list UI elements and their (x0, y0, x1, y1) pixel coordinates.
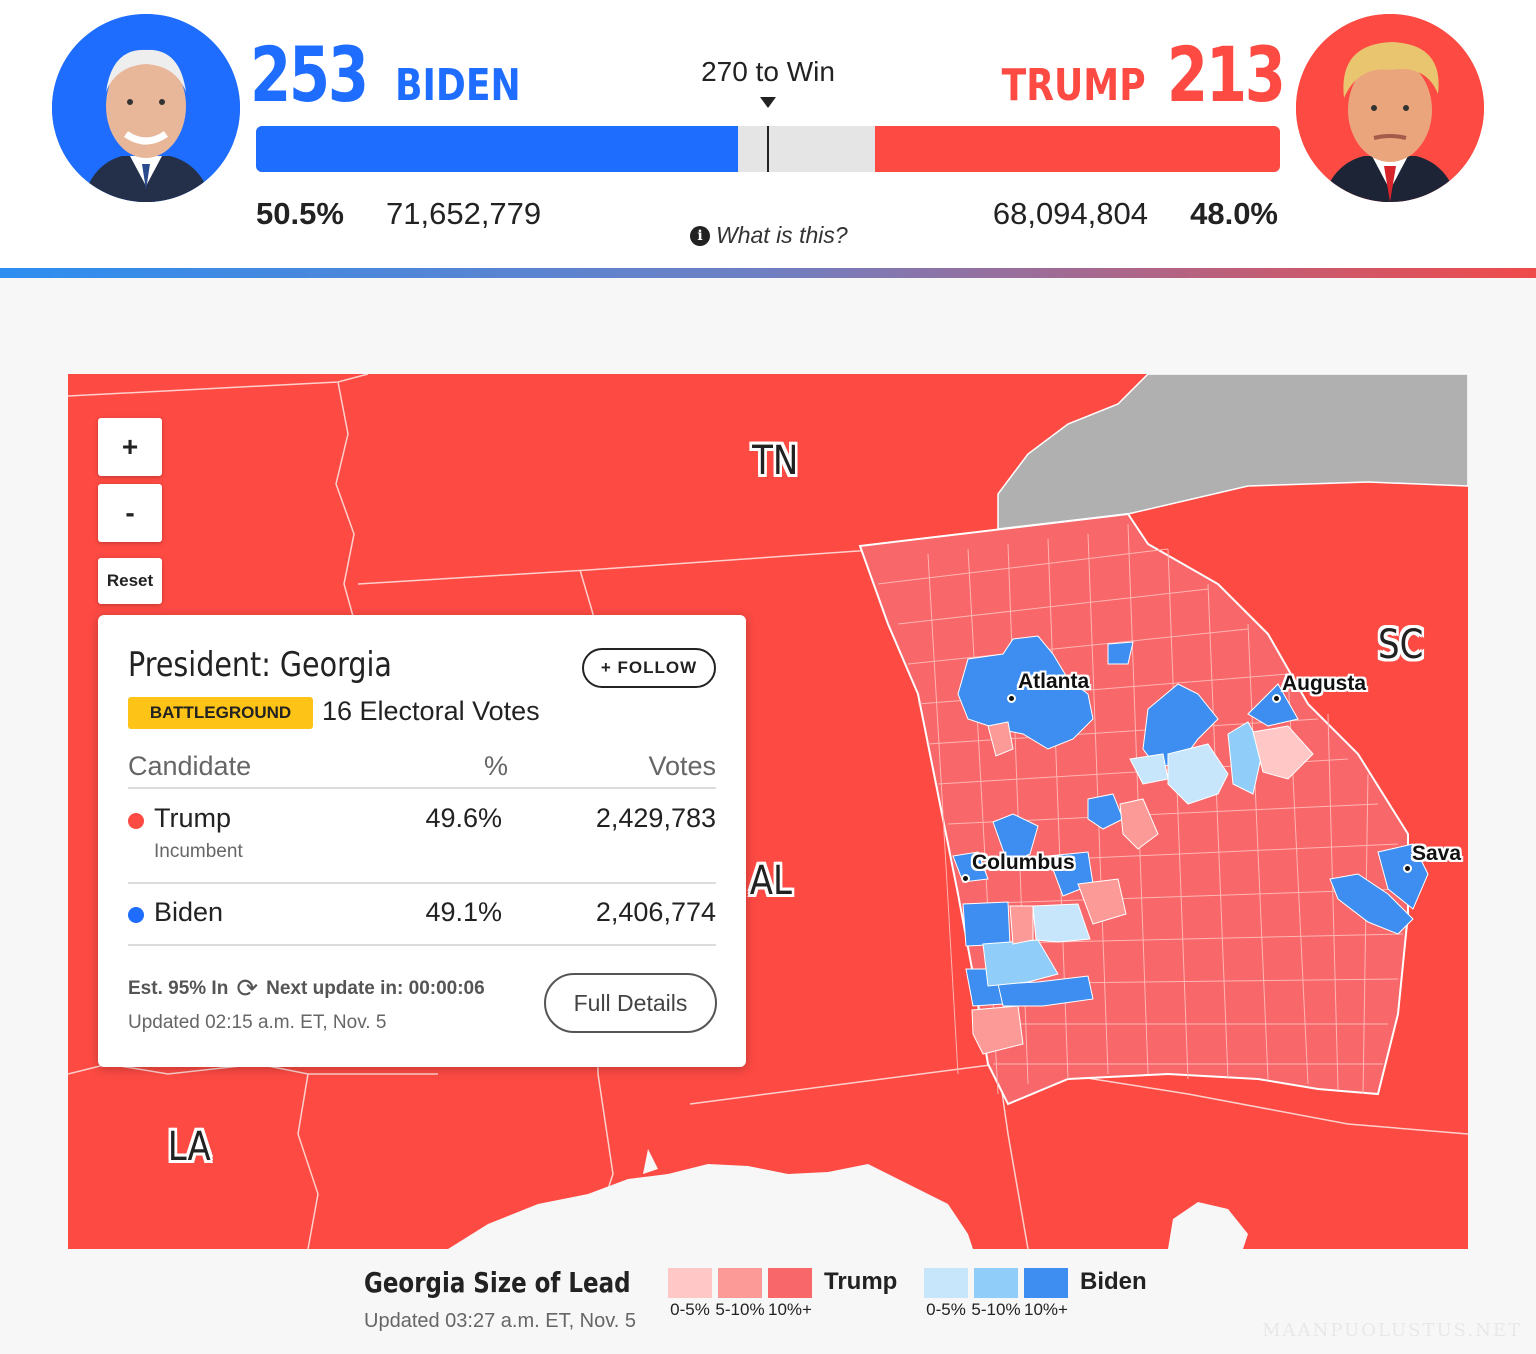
table-divider (128, 944, 716, 946)
biden-bar-segment (256, 126, 738, 172)
table-divider (128, 787, 716, 789)
estimated-in-label: Est. 95% In (128, 977, 229, 999)
candidate-pct: 49.1% (425, 897, 502, 927)
legend-bin-label: 5-10% (971, 1300, 1021, 1319)
what-is-this-label: What is this? (716, 222, 848, 248)
legend-bin-label: 0-5% (670, 1300, 710, 1319)
biden-popular-votes: 71,652,779 (386, 196, 542, 231)
zoom-in-button[interactable]: + (98, 418, 162, 476)
next-update-label: Next update in: 00:00:06 (266, 977, 485, 999)
column-header-candidate: Candidate (128, 751, 252, 781)
biden-avatar (52, 14, 240, 202)
zoom-out-button[interactable]: - (98, 484, 162, 542)
column-header-votes: Votes (648, 751, 716, 781)
full-details-button[interactable]: Full Details (544, 973, 717, 1033)
biden-color-dot (128, 907, 144, 923)
trump-color-dot (128, 813, 144, 829)
legend-title: Georgia Size of Lead (364, 1266, 631, 1299)
state-label-tn: TN (752, 438, 799, 484)
augusta-marker (1272, 694, 1281, 703)
candidate-votes: 2,406,774 (595, 897, 716, 927)
biden-popular-pct: 50.5% (256, 196, 344, 231)
legend-swatch-trump-0-5 (668, 1268, 712, 1298)
columbus-marker (961, 874, 970, 883)
legend-bin-label: 0-5% (926, 1300, 966, 1319)
city-label-columbus: Columbus (972, 851, 1075, 874)
trump-name: TRUMP (1001, 60, 1146, 111)
table-divider (128, 882, 716, 884)
win-threshold-label: 270 to Win (701, 56, 835, 87)
follow-button[interactable]: + FOLLOW (582, 648, 716, 688)
battleground-badge: BATTLEGROUND (128, 697, 313, 729)
city-label-savannah: Sava (1412, 842, 1462, 865)
legend-updated-time: Updated 03:27 a.m. ET, Nov. 5 (364, 1310, 637, 1332)
legend-trump-label: Trump (824, 1268, 898, 1295)
candidate-votes: 2,429,783 (595, 803, 716, 833)
trump-bar-segment (874, 126, 1280, 172)
electoral-vote-bar (256, 126, 1280, 172)
candidate-pct: 49.6% (425, 803, 502, 833)
legend-bin-label: 10%+ (768, 1300, 812, 1319)
savannah-marker (1403, 864, 1412, 873)
biden-electoral-votes: 253 (250, 30, 369, 119)
watermark: MAANPUOLUSTUS.NET (1262, 1320, 1522, 1341)
candidate-name: Biden (154, 897, 224, 927)
legend-swatch-biden-0-5 (924, 1268, 968, 1298)
biden-name: BIDEN (395, 60, 521, 111)
results-header: 253 BIDEN 270 to Win TRUMP 213 50.5% 71,… (0, 0, 1536, 268)
legend-swatch-trump-5-10 (718, 1268, 762, 1298)
electoral-votes-label: 16 Electoral Votes (322, 696, 540, 726)
candidate-subtitle: Incumbent (154, 841, 243, 862)
legend-bin-label: 10%+ (1024, 1300, 1068, 1319)
state-label-la: LA (167, 1124, 211, 1170)
legend-bin-label: 5-10% (715, 1300, 765, 1319)
city-label-augusta: Augusta (1282, 672, 1366, 695)
legend-swatch-trump-10-plus (768, 1268, 812, 1298)
win-threshold-arrow-icon (760, 97, 776, 108)
reporting-status: Est. 95% In ⟳ Next update in: 00:00:06 (128, 973, 485, 1004)
state-label-al: AL (749, 858, 792, 904)
trump-electoral-votes: 213 (1167, 30, 1286, 119)
state-label-sc: SC (1377, 622, 1424, 668)
refresh-icon: ⟳ (236, 973, 259, 1003)
trump-popular-votes: 68,094,804 (992, 196, 1148, 231)
state-results-card: President: Georgia + FOLLOW BATTLEGROUND… (98, 615, 746, 1067)
reset-button[interactable]: Reset (98, 558, 162, 604)
win-threshold-marker (767, 126, 769, 172)
trump-avatar (1296, 14, 1484, 202)
city-label-atlanta: Atlanta (1018, 670, 1090, 693)
card-updated-time: Updated 02:15 a.m. ET, Nov. 5 (128, 1012, 387, 1033)
header-divider (0, 268, 1536, 278)
legend-swatch-biden-10-plus (1024, 1268, 1068, 1298)
atlanta-marker (1007, 694, 1016, 703)
card-title: President: Georgia (128, 645, 392, 685)
legend-swatch-biden-5-10 (974, 1268, 1018, 1298)
trump-popular-pct: 48.0% (1190, 196, 1278, 231)
candidate-name: Trump (154, 803, 232, 833)
legend-biden-label: Biden (1080, 1268, 1147, 1295)
what-is-this-link[interactable]: i What is this? (690, 222, 848, 249)
info-icon: i (690, 225, 710, 246)
column-header-pct: % (484, 751, 509, 781)
